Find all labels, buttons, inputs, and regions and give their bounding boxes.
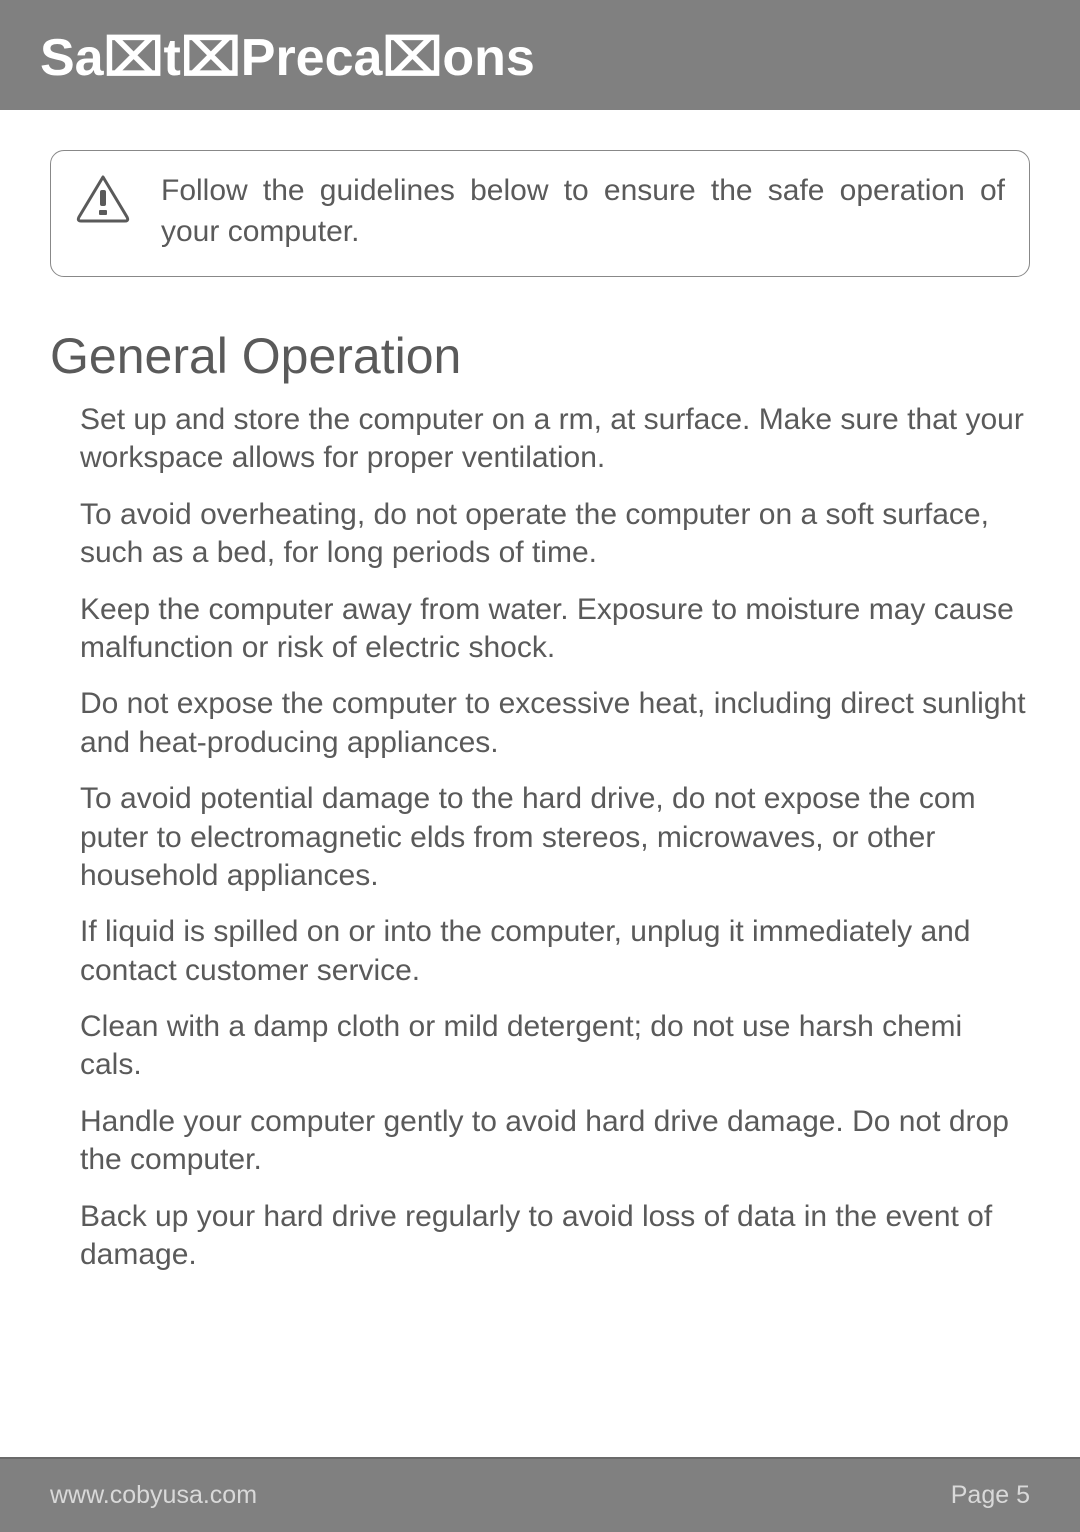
footer-url: www.cobyusa.com — [50, 1481, 257, 1510]
page-title: Sa⌧t⌧Preca⌧ons — [40, 28, 1040, 88]
notice-box: Follow the guidelines below to ensure th… — [50, 150, 1030, 277]
warning-triangle-icon — [75, 173, 131, 228]
list-item: If liquid is spilled on or into the comp… — [80, 913, 1030, 990]
list-item: Back up your hard drive regularly to avo… — [80, 1198, 1030, 1275]
list-item: Keep the computer away from water. Expos… — [80, 591, 1030, 668]
footer-page-number: Page 5 — [951, 1481, 1030, 1510]
list-item: Set up and store the computer on a rm, a… — [80, 401, 1030, 478]
list-item: Handle your computer gently to avoid har… — [80, 1103, 1030, 1180]
section-heading: General Operation — [50, 327, 1030, 385]
guidelines-list: Set up and store the computer on a rm, a… — [50, 401, 1030, 1274]
list-item: Clean with a damp cloth or mild detergen… — [80, 1008, 1030, 1085]
list-item: Do not expose the computer to excessive … — [80, 685, 1030, 762]
list-item: To avoid potential damage to the hard dr… — [80, 780, 1030, 895]
header-bar: Sa⌧t⌧Preca⌧ons — [0, 0, 1080, 110]
content-area: Follow the guidelines below to ensure th… — [0, 110, 1080, 1457]
list-item: To avoid overheating, do not operate the… — [80, 496, 1030, 573]
notice-text: Follow the guidelines below to ensure th… — [161, 171, 1005, 252]
page-container: Sa⌧t⌧Preca⌧ons Follow the guidelines bel… — [0, 0, 1080, 1532]
footer-bar: www.cobyusa.com Page 5 — [0, 1457, 1080, 1532]
